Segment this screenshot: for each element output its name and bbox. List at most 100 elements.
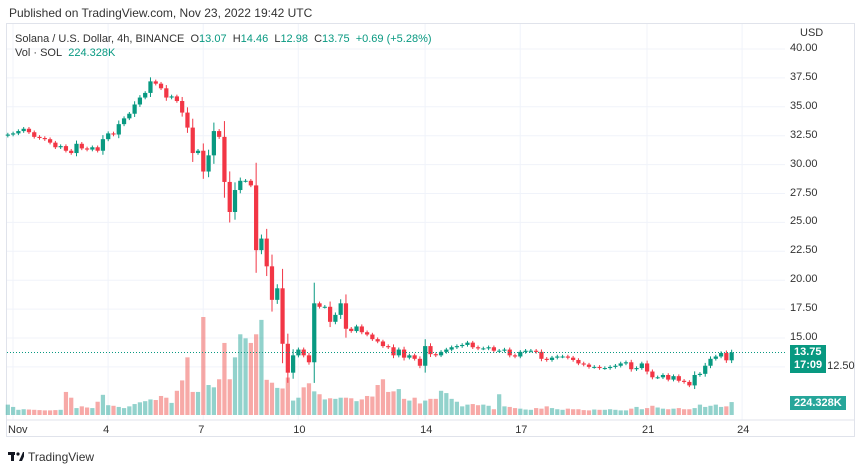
candle-body <box>660 374 666 378</box>
candle-body <box>433 354 438 356</box>
candle-body <box>444 349 449 352</box>
candle-body <box>47 139 53 143</box>
candle-body <box>195 150 201 154</box>
candle-body <box>10 133 16 135</box>
candle-body <box>713 356 718 359</box>
ohlc-row: Solana / U.S. Dollar, 4h, BINANCE O13.07… <box>15 32 432 46</box>
volume-bar <box>687 409 692 415</box>
candle-body <box>396 349 401 356</box>
volume-bar <box>449 398 454 415</box>
volume-bar <box>349 398 354 415</box>
volume-bar <box>375 385 380 415</box>
candle-body <box>623 362 629 364</box>
footer-brand-text[interactable]: TradingView <box>28 450 95 464</box>
price-axis-label: 37.50 <box>790 70 818 83</box>
volume-bar <box>153 400 158 415</box>
volume-bar <box>106 405 111 415</box>
volume-bar <box>5 404 10 415</box>
volume-bar <box>317 394 322 415</box>
candle-body <box>169 96 174 98</box>
candle-body <box>143 92 148 98</box>
volume-bar <box>359 399 364 415</box>
volume-bar <box>264 379 269 415</box>
volume-bar <box>486 405 491 415</box>
volume-bar <box>370 396 375 415</box>
volume-bar <box>42 410 47 415</box>
candle-body <box>158 83 164 89</box>
candle-body <box>539 351 544 359</box>
time-axis-label: Nov <box>8 424 28 436</box>
volume-bar <box>412 397 417 415</box>
candle-body <box>100 139 106 151</box>
volume-bar <box>718 406 724 415</box>
volume-bar <box>100 394 106 415</box>
candle-body <box>322 306 327 308</box>
candle-body <box>254 185 259 251</box>
volume-bar <box>497 394 502 415</box>
price-axis-label: 15.00 <box>790 331 818 343</box>
volume-bar <box>401 398 407 415</box>
price-axis-label: 25.00 <box>790 215 818 228</box>
candle-body <box>343 303 349 329</box>
candle-body <box>486 347 491 349</box>
candle-body <box>687 381 692 386</box>
last-price: 13.75 <box>794 346 822 359</box>
candle-body <box>549 357 555 360</box>
volume-bar <box>549 408 555 415</box>
volume-label[interactable]: Vol · SOL <box>15 47 63 59</box>
candle-body <box>618 363 623 366</box>
candle-body <box>581 363 586 365</box>
volume-bar <box>523 409 528 415</box>
symbol-title[interactable]: Solana / U.S. Dollar, 4h, BINANCE <box>15 33 185 45</box>
volume-bar <box>417 403 423 415</box>
volume-bar <box>407 400 412 415</box>
volume-bar <box>132 404 137 415</box>
candle-body <box>655 377 660 379</box>
candle-body <box>428 346 433 355</box>
volume-bar <box>327 398 333 415</box>
candle-body <box>185 112 190 128</box>
volume-bar <box>581 410 586 415</box>
volume-bar <box>243 338 248 415</box>
volume-bar <box>724 406 729 415</box>
price-axis-label: 40.00 <box>790 42 818 54</box>
candle-body <box>21 128 26 132</box>
time-axis-label: 24 <box>737 424 750 436</box>
candle-body <box>708 358 713 366</box>
bar-countdown: 17:09 <box>794 359 823 372</box>
volume-bar <box>697 404 703 415</box>
candle-body <box>523 350 528 352</box>
volume-bar <box>37 410 42 415</box>
volume-bar <box>470 404 475 415</box>
price-axis-label: 32.50 <box>790 128 818 141</box>
candle-body <box>349 328 354 332</box>
candle-body <box>217 131 222 137</box>
candle-body <box>407 355 412 358</box>
volume-bar <box>238 334 243 415</box>
volume-tag: 224.328K <box>790 396 846 410</box>
volume-bar <box>47 410 53 415</box>
volume-bar <box>671 408 676 415</box>
volume-bar <box>143 401 148 415</box>
volume-bar <box>338 397 343 415</box>
volume-bar <box>137 402 143 415</box>
volume-bar <box>148 399 153 415</box>
volume-bar <box>232 357 238 415</box>
volume-bar <box>608 409 613 415</box>
candle-body <box>417 358 423 366</box>
volume-bar <box>518 408 523 415</box>
candle-body <box>127 113 132 119</box>
chart-pane[interactable] <box>6 23 855 437</box>
price-axis-label: 20.00 <box>790 273 818 286</box>
candle-body <box>327 306 333 322</box>
volume-bar <box>618 410 623 415</box>
volume-bar <box>74 408 79 415</box>
candle-body <box>37 136 42 139</box>
candle-body <box>386 346 391 348</box>
candle-body <box>544 358 549 360</box>
close-label: C <box>314 33 323 45</box>
volume-bar <box>190 391 195 415</box>
volume-bar <box>539 408 544 415</box>
